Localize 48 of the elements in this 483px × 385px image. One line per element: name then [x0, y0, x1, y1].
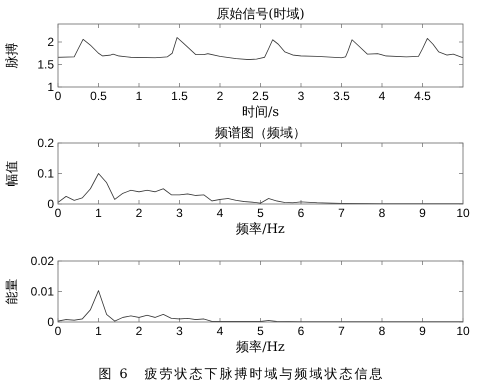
x-tick-label: 2	[136, 324, 143, 338]
y-tick-label: 0	[47, 315, 54, 329]
y-tick-label: 2	[47, 35, 54, 49]
y-axis-title: 脉搏	[4, 42, 19, 68]
x-tick-label: 4.5	[414, 89, 432, 103]
chart-title: 频谱图（频域）	[215, 126, 306, 141]
y-tick-label: 1.5	[37, 58, 54, 72]
x-tick-label: 1	[95, 206, 102, 220]
x-tick-label: 0.5	[90, 89, 108, 103]
x-tick-label: 6	[298, 324, 305, 338]
x-axis-title: 频率/Hz	[236, 339, 285, 355]
x-tick-label: 5	[257, 206, 264, 220]
y-tick-label: 0.1	[37, 166, 54, 180]
x-tick-label: 3	[298, 89, 305, 103]
x-axis-title: 时间/s	[242, 105, 280, 120]
y-tick-label: 0	[47, 197, 54, 211]
x-tick-label: 8	[378, 324, 386, 338]
x-tick-label: 3	[176, 206, 184, 220]
y-axis-title: 幅值	[4, 160, 19, 186]
y-tick-label: 0.02	[30, 254, 54, 268]
x-tick-label: 1	[95, 324, 102, 338]
x-tick-label: 2	[136, 206, 143, 220]
x-tick-label: 4	[378, 89, 386, 103]
line-series	[58, 37, 464, 60]
x-tick-label: 10	[456, 324, 470, 338]
x-tick-label: 10	[456, 206, 470, 220]
y-axis-title: 能量	[4, 278, 19, 304]
x-axis-title: 频率/Hz	[236, 221, 285, 237]
x-tick-label: 8	[378, 206, 386, 220]
x-tick-label: 1	[136, 89, 143, 103]
y-tick-label: 1	[47, 80, 54, 94]
x-tick-label: 9	[419, 206, 426, 220]
y-tick-label: 0.2	[37, 136, 54, 150]
x-tick-label: 9	[419, 324, 426, 338]
x-tick-label: 4	[216, 324, 224, 338]
x-tick-label: 1.5	[171, 89, 188, 103]
y-tick-label: 0.01	[30, 284, 54, 298]
chart-title: 原始信号(时域)	[216, 7, 305, 22]
x-tick-label: 7	[338, 324, 346, 338]
x-tick-label: 2	[216, 89, 224, 103]
x-tick-label: 5	[257, 324, 264, 338]
x-tick-label: 4	[216, 206, 224, 220]
x-tick-label: 3.5	[333, 89, 350, 103]
x-tick-label: 6	[298, 206, 305, 220]
x-tick-label: 2.5	[252, 89, 270, 103]
x-tick-label: 7	[338, 206, 346, 220]
caption: 图 6 疲劳状态下脉搏时域与频域状态信息	[98, 367, 385, 382]
x-tick-label: 3	[176, 324, 184, 338]
